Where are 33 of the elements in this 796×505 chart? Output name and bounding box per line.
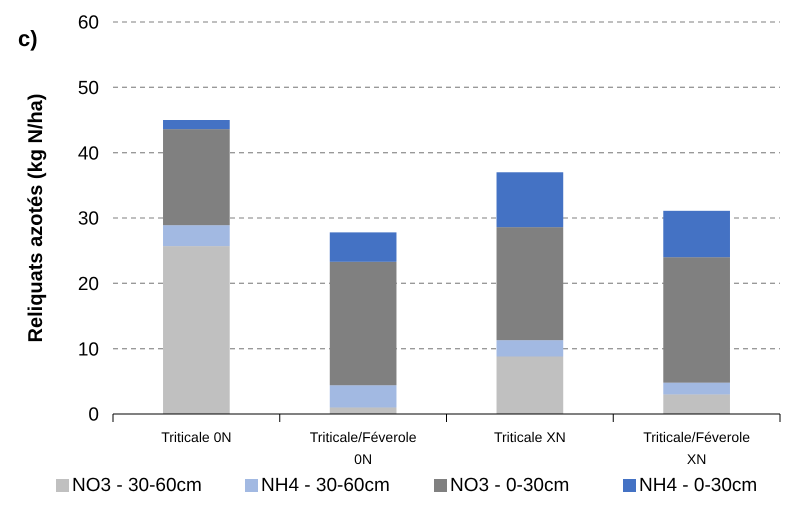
bar	[330, 407, 396, 414]
bar	[330, 385, 396, 408]
bar	[496, 340, 564, 357]
legend-label: NH4 - 0-30cm	[639, 475, 758, 496]
bar	[163, 129, 230, 226]
x-tick-label: Triticale 0N	[161, 429, 232, 445]
x-tick-label: Triticale XN	[494, 429, 566, 445]
legend-label: NO3 - 0-30cm	[450, 475, 570, 496]
y-tick-label: 10	[78, 339, 99, 360]
bar	[163, 246, 230, 414]
legend-label: NO3 - 30-60cm	[72, 475, 202, 496]
bar	[663, 382, 730, 394]
y-tick-label: 40	[78, 143, 99, 164]
bar	[663, 394, 730, 414]
bar	[163, 225, 230, 246]
y-tick-label: 0	[88, 404, 99, 426]
bar	[496, 172, 564, 228]
y-tick-label: 50	[78, 78, 99, 99]
bar	[496, 356, 564, 414]
x-tick-label: Triticale/Féverole XN	[643, 429, 750, 467]
y-tick-label: 30	[78, 208, 99, 230]
y-tick-label: 20	[78, 274, 99, 295]
legend-label: NH4 - 30-60cm	[261, 475, 390, 496]
y-axis-title: Reliquats azotés (kg N/ha)	[25, 94, 47, 342]
x-tick-label: Triticale/Féverole 0N	[310, 429, 417, 467]
bar	[163, 120, 230, 130]
bar	[330, 262, 396, 386]
bar	[496, 227, 564, 340]
bar	[330, 232, 396, 262]
bar	[663, 257, 730, 383]
y-tick-label: 60	[78, 12, 99, 34]
bar	[663, 210, 730, 258]
chart-title: c)	[18, 26, 38, 51]
